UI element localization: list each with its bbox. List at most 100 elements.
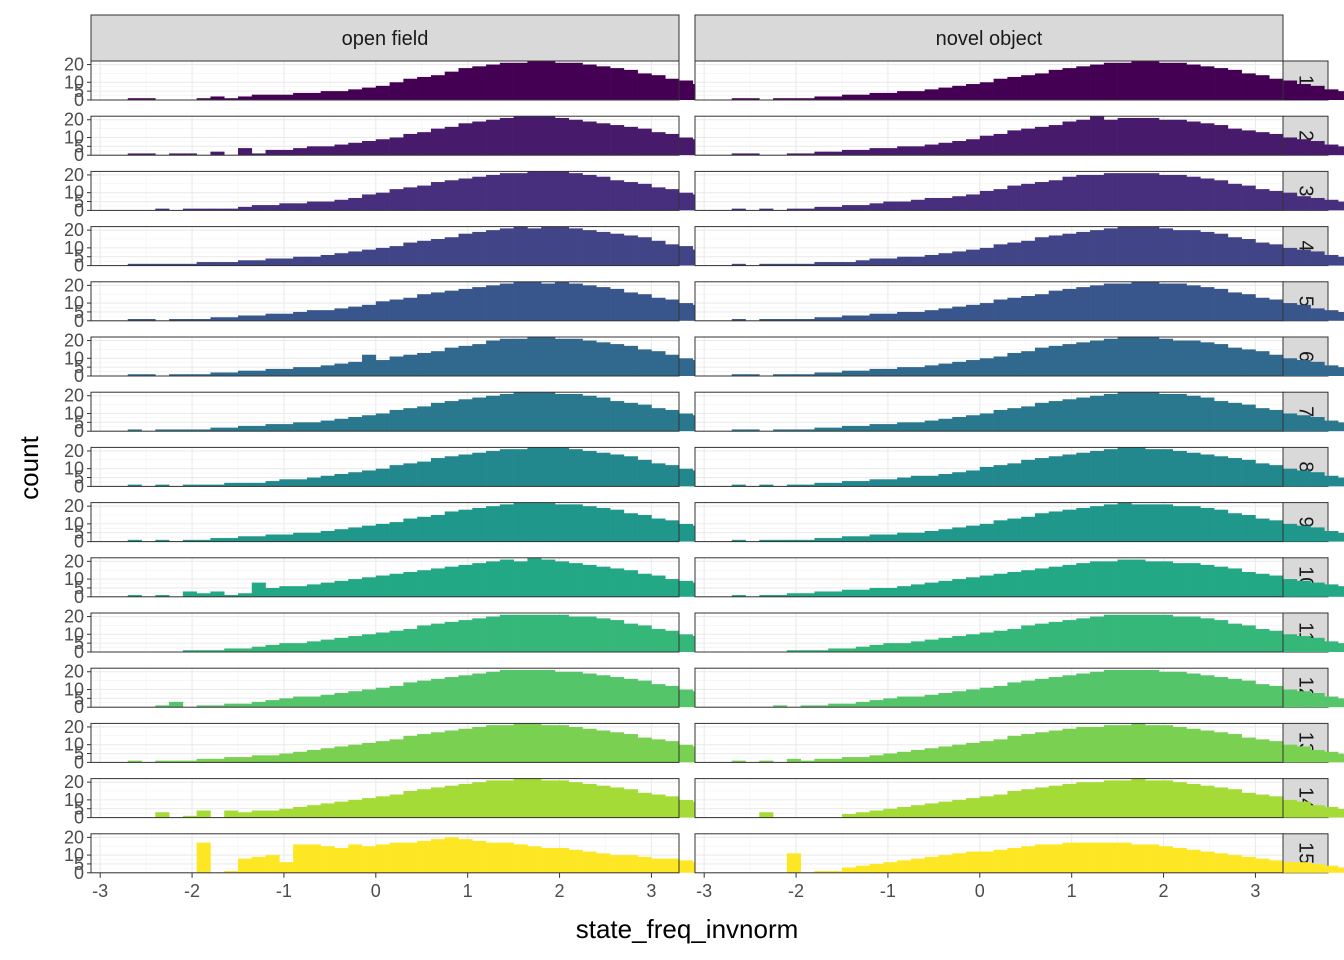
histogram-bar (1048, 785, 1063, 818)
histogram-bar (1007, 352, 1022, 376)
histogram-bar (1117, 117, 1132, 156)
y-tick-label: 0 (74, 366, 84, 386)
histogram-bar (430, 292, 446, 321)
histogram-bar (910, 256, 925, 266)
histogram-bar (869, 700, 884, 708)
histogram-bar (1103, 393, 1118, 432)
panel-border (90, 502, 680, 543)
histogram-bar (1269, 299, 1284, 321)
histogram-bar (224, 810, 239, 818)
y-tick-label: 20 (64, 331, 84, 351)
histogram-bar (210, 372, 225, 376)
histogram-bar (169, 153, 184, 156)
histogram-bar (651, 463, 666, 487)
y-tick-label: 20 (64, 165, 84, 185)
histogram-bar (251, 701, 266, 708)
y-tick-label: 5 (74, 468, 84, 488)
y-tick-label: 10 (64, 459, 84, 479)
histogram-bar (499, 614, 514, 652)
histogram-bar (1324, 254, 1339, 266)
histogram-bar (265, 149, 280, 156)
histogram-bar (334, 199, 349, 211)
histogram-bar (444, 837, 459, 873)
histogram-bar (924, 748, 939, 763)
histogram-bar (1338, 367, 1344, 376)
histogram-bar (375, 468, 390, 487)
histogram-bar (224, 98, 239, 100)
histogram-bar (610, 620, 625, 652)
histogram-bar (1131, 559, 1146, 597)
histogram-bar (610, 180, 625, 211)
histogram-bar (582, 728, 597, 763)
histogram-bar (499, 117, 514, 156)
histogram-bar (623, 235, 638, 266)
histogram-bar (251, 153, 266, 156)
histogram-bar (1007, 242, 1022, 266)
histogram-bar (334, 253, 349, 266)
histogram-bar (1076, 174, 1091, 211)
histogram-bar (210, 317, 225, 321)
y-tick-label: 10 (64, 679, 84, 699)
y-tick-label: 20 (64, 551, 84, 571)
histogram-bar (293, 696, 308, 708)
histogram-bar (651, 575, 666, 597)
histogram-bar (637, 625, 652, 652)
histogram-bar (458, 509, 473, 542)
histogram-bar (679, 80, 694, 100)
histogram-bar (731, 98, 746, 100)
histogram-bar (334, 308, 349, 321)
histogram-bar (842, 867, 857, 873)
histogram-bar (952, 306, 967, 321)
histogram-bar (800, 484, 815, 487)
histogram-bar (665, 78, 680, 100)
histogram-bar (855, 536, 870, 542)
histogram-bar (444, 126, 459, 156)
y-tick-label: 20 (64, 662, 84, 682)
row-strip-label: 4 (1295, 241, 1317, 252)
y-tick-label: 20 (64, 827, 84, 847)
histogram-bar (210, 650, 225, 652)
histogram-bar (141, 374, 156, 376)
histogram-bar (458, 68, 473, 100)
histogram-bar (1062, 454, 1077, 487)
histogram-bar (1214, 787, 1229, 818)
y-tick-label: 0 (74, 642, 84, 662)
histogram-bar (842, 648, 857, 652)
histogram-bar (869, 368, 884, 376)
histogram-bar (745, 98, 760, 100)
histogram-bar (417, 734, 432, 763)
histogram-bar (596, 452, 611, 487)
histogram-bar (759, 319, 774, 321)
panel-border (90, 557, 680, 598)
histogram-bar (637, 515, 652, 542)
histogram-bar (665, 133, 680, 156)
histogram-bar (773, 705, 788, 708)
histogram-bar (1090, 64, 1105, 100)
x-tick-label: 3 (646, 881, 656, 901)
histogram-bar (320, 475, 335, 487)
y-tick-label: 5 (74, 854, 84, 874)
histogram-bar (1117, 62, 1132, 100)
histogram-bar (403, 187, 418, 211)
panel-border (694, 391, 1284, 432)
y-tick-label: 5 (74, 688, 84, 708)
histogram-bar (1186, 340, 1201, 376)
histogram-bar (1200, 287, 1215, 321)
histogram-bar (306, 422, 321, 432)
histogram-bar (196, 758, 211, 763)
histogram-bar (855, 425, 870, 432)
histogram-bar (430, 75, 446, 100)
histogram-bar (554, 561, 570, 597)
panel-row14-novel-object (694, 778, 1344, 819)
histogram-bar (458, 839, 473, 873)
histogram-bar (910, 91, 925, 100)
histogram-bar (651, 187, 666, 211)
histogram-bar (389, 522, 404, 542)
histogram-bar (1310, 417, 1325, 432)
histogram-bar (293, 532, 308, 542)
histogram-bar (1145, 337, 1160, 376)
histogram-bar (596, 675, 611, 708)
histogram-bar (196, 429, 211, 432)
histogram-bar (966, 194, 981, 211)
histogram-bar (1310, 582, 1325, 597)
